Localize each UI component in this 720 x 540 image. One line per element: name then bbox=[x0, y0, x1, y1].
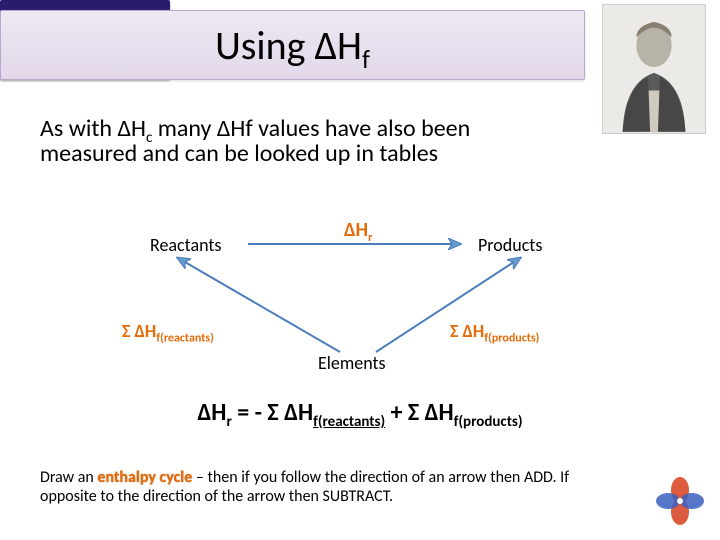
footer-instruction: Draw an enthalpy cycle – then if you fol… bbox=[40, 468, 620, 506]
orbital-icon bbox=[656, 476, 704, 526]
hess-portrait bbox=[602, 4, 706, 134]
label-sigma-reactants: Σ ΔHf(reactants) bbox=[122, 320, 214, 342]
slide-header: Using ΔHf bbox=[0, 0, 720, 100]
hess-equation: ΔHr = - Σ ΔHf(reactants) + Σ ΔHf(product… bbox=[0, 398, 720, 427]
page-title: Using ΔHf bbox=[0, 10, 585, 80]
footer-pre: Draw an bbox=[40, 468, 97, 487]
label-sigma-products: Σ ΔHf(products) bbox=[450, 320, 539, 342]
hess-cycle-diagram: Reactants Products Elements ΔHr Σ ΔHf(re… bbox=[60, 212, 660, 382]
label-dhr: ΔHr bbox=[344, 218, 372, 242]
label-products: Products bbox=[478, 234, 542, 256]
title-subscript: f bbox=[362, 43, 370, 75]
label-reactants: Reactants bbox=[150, 234, 221, 256]
label-elements: Elements bbox=[318, 352, 386, 374]
intro-paragraph: As with ΔHc many ΔHf values have also be… bbox=[40, 116, 560, 166]
footer-emphasis: enthalpy cycle bbox=[97, 468, 192, 487]
title-main: Using ΔH bbox=[215, 21, 362, 70]
